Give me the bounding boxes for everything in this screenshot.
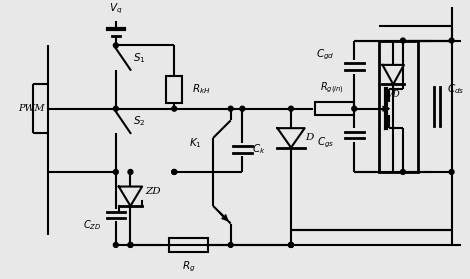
Circle shape [400, 38, 405, 43]
Text: $C_{ds}$: $C_{ds}$ [446, 82, 464, 96]
Circle shape [449, 170, 454, 174]
Text: $C_{ZD}$: $C_{ZD}$ [83, 218, 101, 232]
Circle shape [172, 170, 177, 174]
Circle shape [172, 106, 177, 111]
Circle shape [289, 242, 293, 247]
Text: ZD: ZD [145, 187, 161, 196]
Circle shape [128, 242, 133, 247]
Circle shape [400, 170, 405, 174]
Circle shape [113, 170, 118, 174]
Text: $R_{kH}$: $R_{kH}$ [192, 82, 211, 96]
Circle shape [172, 170, 177, 174]
Circle shape [449, 38, 454, 43]
Bar [169, 238, 208, 252]
Circle shape [352, 106, 357, 111]
Circle shape [128, 170, 133, 174]
Text: $C_{gd}$: $C_{gd}$ [316, 48, 335, 62]
Text: PWM: PWM [18, 104, 45, 113]
Circle shape [113, 242, 118, 247]
Text: $S_2$: $S_2$ [133, 114, 146, 128]
Text: $R_g$: $R_g$ [182, 259, 196, 274]
Bar [315, 102, 354, 116]
Text: $K_1$: $K_1$ [189, 136, 202, 150]
Circle shape [289, 242, 293, 247]
Text: D: D [306, 133, 314, 142]
Circle shape [289, 106, 293, 111]
Text: $R_{g(in)}$: $R_{g(in)}$ [320, 81, 344, 96]
Circle shape [228, 106, 233, 111]
Bar [166, 76, 182, 103]
Circle shape [113, 43, 118, 48]
Text: $C_{gs}$: $C_{gs}$ [317, 136, 335, 150]
Text: VD: VD [386, 90, 400, 98]
Text: $S_1$: $S_1$ [133, 51, 146, 65]
Circle shape [240, 106, 245, 111]
Circle shape [128, 242, 133, 247]
Bar [379, 40, 417, 172]
Text: $C_k$: $C_k$ [252, 143, 266, 157]
Circle shape [289, 242, 293, 247]
Text: $V_q$: $V_q$ [109, 2, 123, 16]
Circle shape [113, 106, 118, 111]
Circle shape [228, 242, 233, 247]
